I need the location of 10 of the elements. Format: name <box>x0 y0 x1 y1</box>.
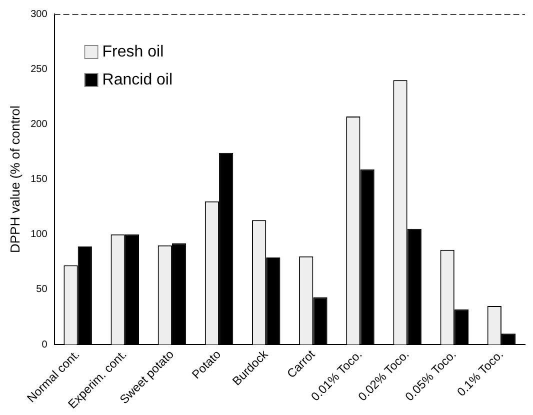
y-tick-label: 150 <box>30 174 48 186</box>
y-tick-label: 200 <box>30 118 48 130</box>
y-tick-label: 0 <box>42 339 48 350</box>
y-axis-title: DPPH value (% of control <box>7 105 22 253</box>
y-tick-label: 300 <box>30 8 48 20</box>
y-tick-label: 50 <box>36 284 48 296</box>
y-tick-label: 100 <box>30 229 48 240</box>
legend-label: Rancid oil <box>102 71 173 88</box>
legend-label: Fresh oil <box>102 43 164 60</box>
y-tick-label: 250 <box>30 64 48 75</box>
